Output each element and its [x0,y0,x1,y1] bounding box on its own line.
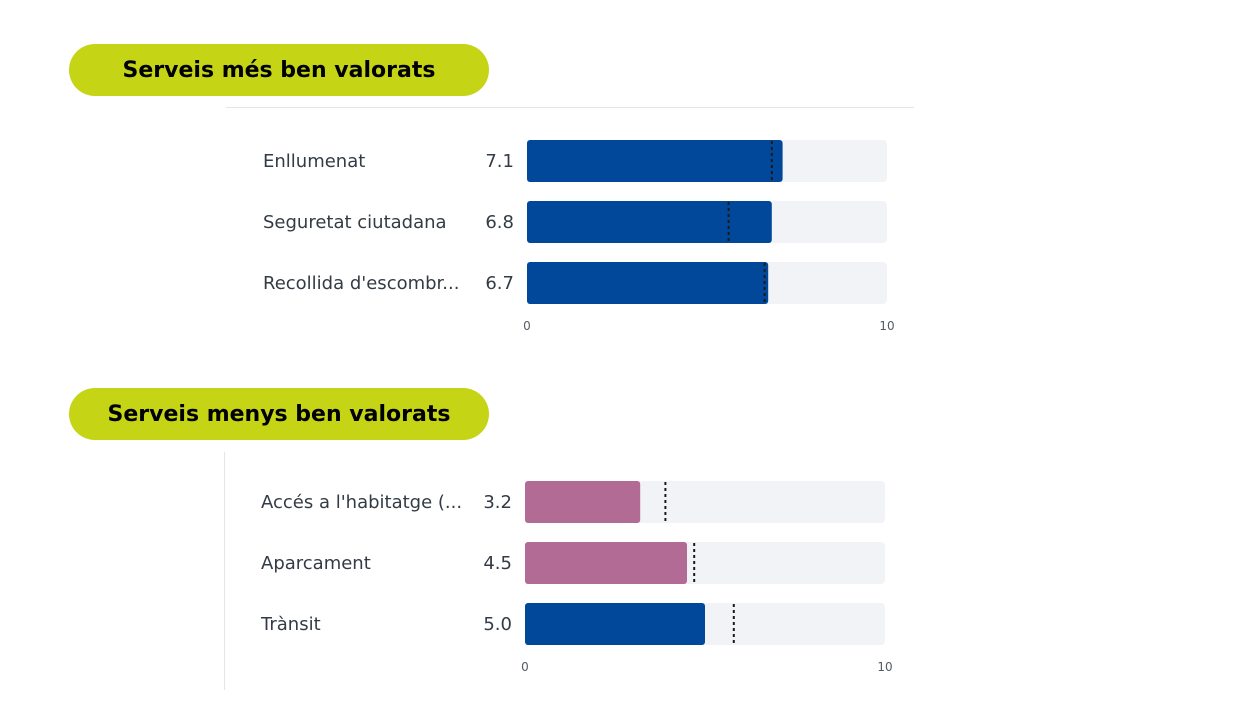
bar [527,262,769,304]
tick-label: 0 [521,660,529,674]
divider-line [226,107,914,108]
bar [525,481,641,523]
value-label: 5.0 [483,614,512,635]
bar [527,140,783,182]
tick-label: 10 [879,319,894,333]
tick-label: 0 [523,319,531,333]
bar [527,201,772,243]
value-label: 4.5 [483,553,512,574]
divider-line [224,452,225,690]
value-label: 6.8 [485,212,514,233]
category-label: Trànsit [260,614,321,635]
value-label: 7.1 [485,151,514,172]
bar [525,542,687,584]
category-label: Seguretat ciutadana [263,212,447,233]
chart-title-top-rated: Serveis més ben valorats [69,44,489,96]
chart-title-lowest-rated: Serveis menys ben valorats [69,388,489,440]
value-label: 3.2 [483,492,512,513]
value-label: 6.7 [485,273,514,294]
category-label: Aparcament [261,553,371,574]
tick-label: 10 [877,660,892,674]
category-label: Accés a l'habitatge (... [261,492,462,513]
category-label: Recollida d'escombr... [263,273,459,294]
category-label: Enllumenat [263,151,365,172]
bar [525,603,705,645]
